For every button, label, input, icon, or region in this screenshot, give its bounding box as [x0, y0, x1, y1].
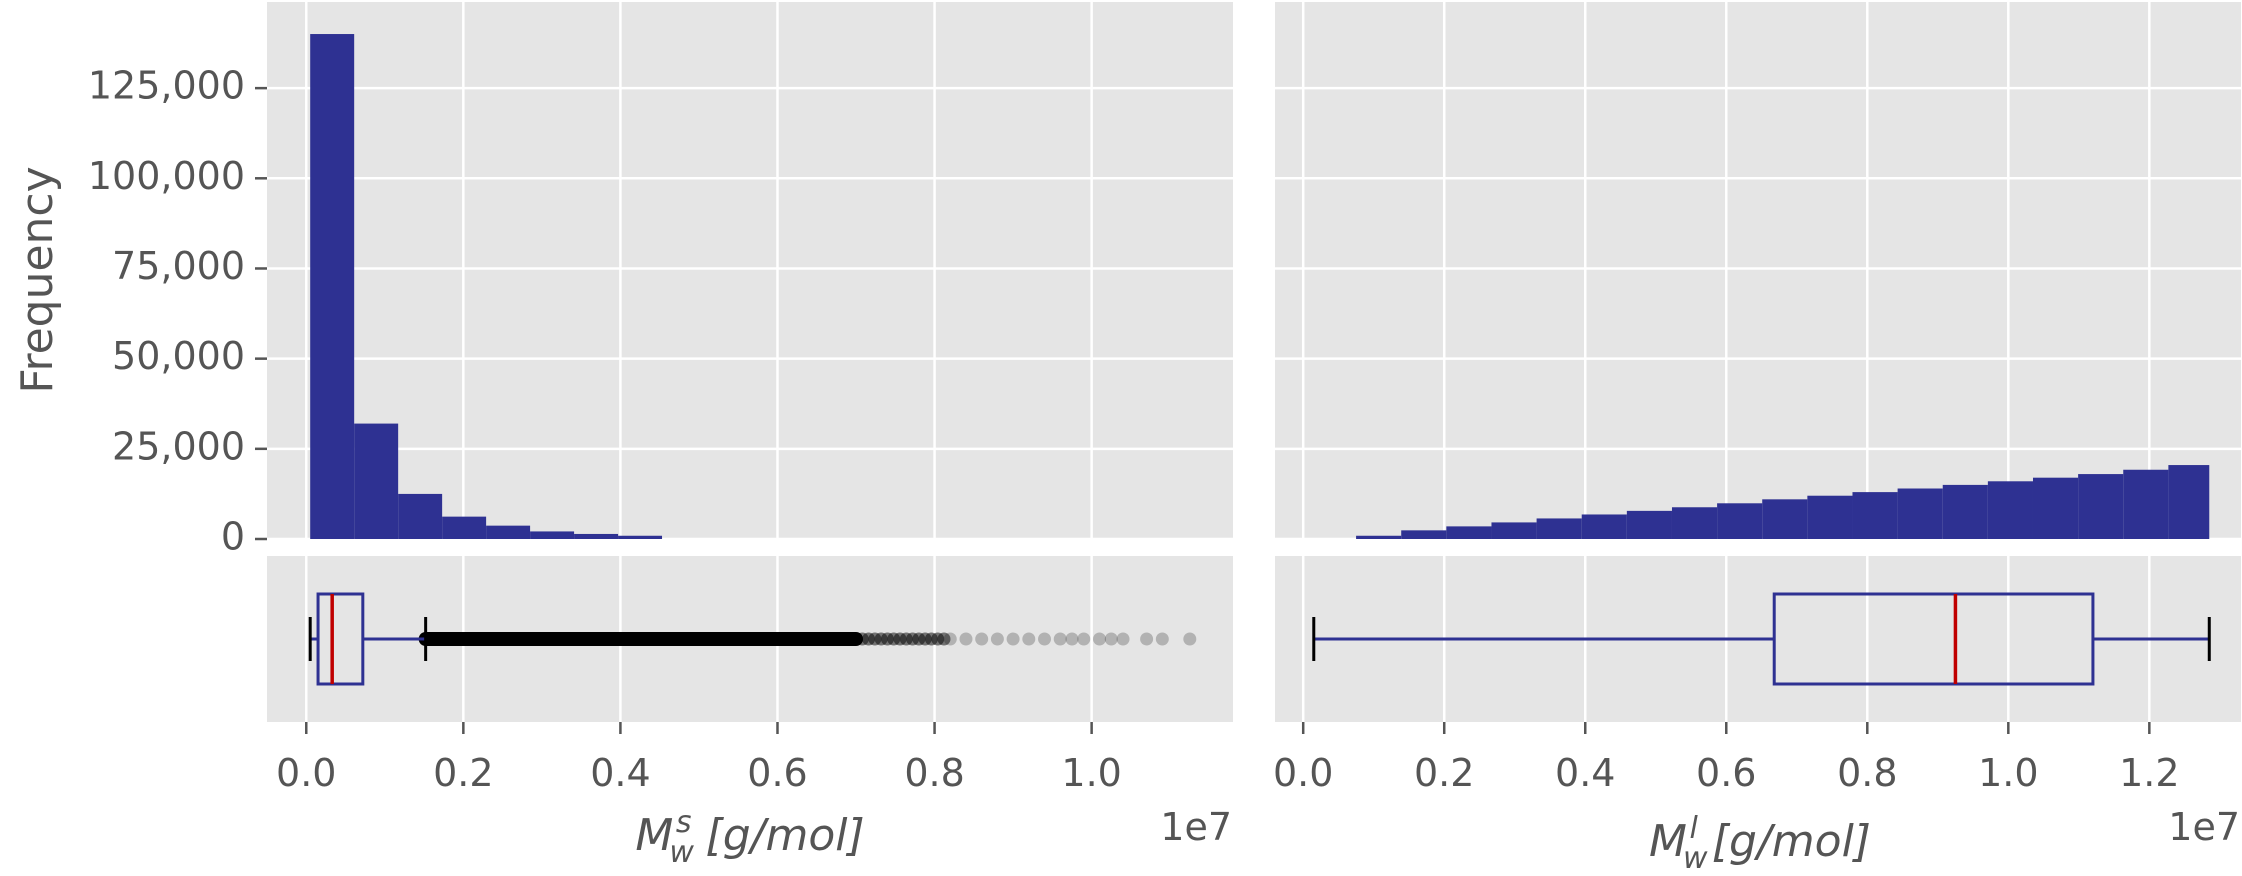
histogram-bar	[2168, 465, 2210, 539]
outlier-point	[1065, 632, 1079, 646]
x-offset-text-left: 1e7	[1160, 805, 1232, 849]
y-tick-label: 125,000	[88, 64, 245, 108]
x-tick-label-right: 0.4	[1555, 751, 1615, 795]
x-tick-label-right: 0.2	[1414, 751, 1474, 795]
histogram-bar	[2032, 477, 2079, 539]
x-tick-label-left: 0.8	[904, 751, 964, 795]
histogram-bar	[1852, 492, 1898, 539]
histogram-bar	[1446, 526, 1492, 539]
x-tick-label-left: 1.0	[1061, 751, 1121, 795]
x-tick-label-left: 0.6	[747, 751, 807, 795]
y-tick-label: 0	[221, 515, 245, 559]
y-tick-label: 75,000	[112, 244, 245, 288]
x-tick-label-right: 0.8	[1837, 751, 1897, 795]
boxplot-left	[308, 592, 1197, 686]
x-tick-label-left: 0.0	[276, 751, 336, 795]
histogram-bar	[530, 531, 575, 539]
histogram-right	[1356, 465, 2210, 539]
x-tick-label-left: 0.2	[433, 751, 493, 795]
outlier-point	[1053, 632, 1067, 646]
histogram-bar	[1807, 495, 1853, 539]
histogram-bar	[354, 423, 399, 539]
y-tick-label: 25,000	[112, 424, 245, 468]
histogram-bar	[442, 516, 487, 539]
outlier-point	[1038, 632, 1052, 646]
outlier-point	[937, 632, 951, 646]
histogram-bar	[2123, 469, 2169, 539]
histogram-bar	[398, 493, 443, 539]
outlier-point	[959, 632, 973, 646]
axis-ticks: 0 25,000 50,000 75,000 100,000 125,000 0.0 0.2 0…	[88, 64, 2180, 795]
x-label-left-sub: w	[669, 835, 694, 870]
histogram-bar	[1491, 522, 1537, 539]
x-label-left-base: M	[635, 810, 673, 861]
grid-lines	[267, 2, 2241, 722]
x-tick-label-right: 1.0	[1978, 751, 2038, 795]
x-axis-label-right: Mwl [g/mol]	[1649, 811, 1871, 876]
x-tick-label-right: 0.0	[1273, 751, 1333, 795]
histogram-bar	[310, 34, 355, 539]
x-label-left-sup: s	[676, 805, 692, 840]
box-iqr	[1772, 592, 2095, 686]
histogram-bar	[1942, 484, 1988, 539]
histogram-bar	[1536, 518, 1582, 539]
histogram-bar	[574, 533, 619, 539]
histogram-left	[310, 34, 663, 539]
outlier-point	[1155, 632, 1169, 646]
histogram-bar	[1671, 507, 1718, 539]
outlier-point	[1104, 632, 1118, 646]
outlier-point	[1022, 632, 1036, 646]
outlier-point	[1183, 632, 1197, 646]
y-tick-label: 100,000	[88, 154, 245, 198]
histogram-bar	[618, 535, 663, 539]
histogram-bar	[1762, 499, 1808, 539]
outlier-point	[1077, 632, 1091, 646]
outlier-point	[1116, 632, 1130, 646]
outlier-point	[1006, 632, 1020, 646]
histogram-bar	[1581, 514, 1627, 539]
x-tick-label-left: 0.4	[590, 751, 650, 795]
panel-top-left	[267, 2, 1233, 540]
x-label-right-unit: [g/mol]	[1712, 816, 1871, 867]
outlier-point	[1092, 632, 1106, 646]
x-tick-label-right: 0.6	[1696, 751, 1756, 795]
outlier-point	[990, 632, 1004, 646]
outlier-point	[1140, 632, 1154, 646]
histogram-bar	[1897, 488, 1943, 539]
box-iqr	[316, 592, 365, 686]
x-label-right-base: M	[1649, 816, 1687, 867]
x-axis-label-left: Mws [g/mol]	[635, 805, 864, 870]
x-label-right-sub: w	[1683, 841, 1708, 876]
histogram-bar	[1987, 481, 2033, 539]
histogram-bar	[1356, 535, 1402, 539]
y-tick-label: 50,000	[112, 334, 245, 378]
x-offset-text-right: 1e7	[2168, 805, 2240, 849]
histogram-bar	[1626, 510, 1672, 539]
outlier-point	[975, 632, 989, 646]
boxplot-right	[1312, 592, 2211, 686]
y-axis-label: Frequency	[12, 166, 63, 393]
histogram-bar	[1401, 530, 1447, 539]
outlier-point	[943, 632, 957, 646]
x-label-left-unit: [g/mol]	[706, 810, 865, 861]
histogram-bar	[1717, 503, 1763, 539]
panel-top-right	[1275, 2, 2241, 540]
x-label-right-sup: l	[1690, 811, 1699, 846]
histogram-bar	[486, 525, 531, 539]
x-tick-label-right: 1.2	[2119, 751, 2179, 795]
histogram-bar	[2078, 474, 2124, 539]
